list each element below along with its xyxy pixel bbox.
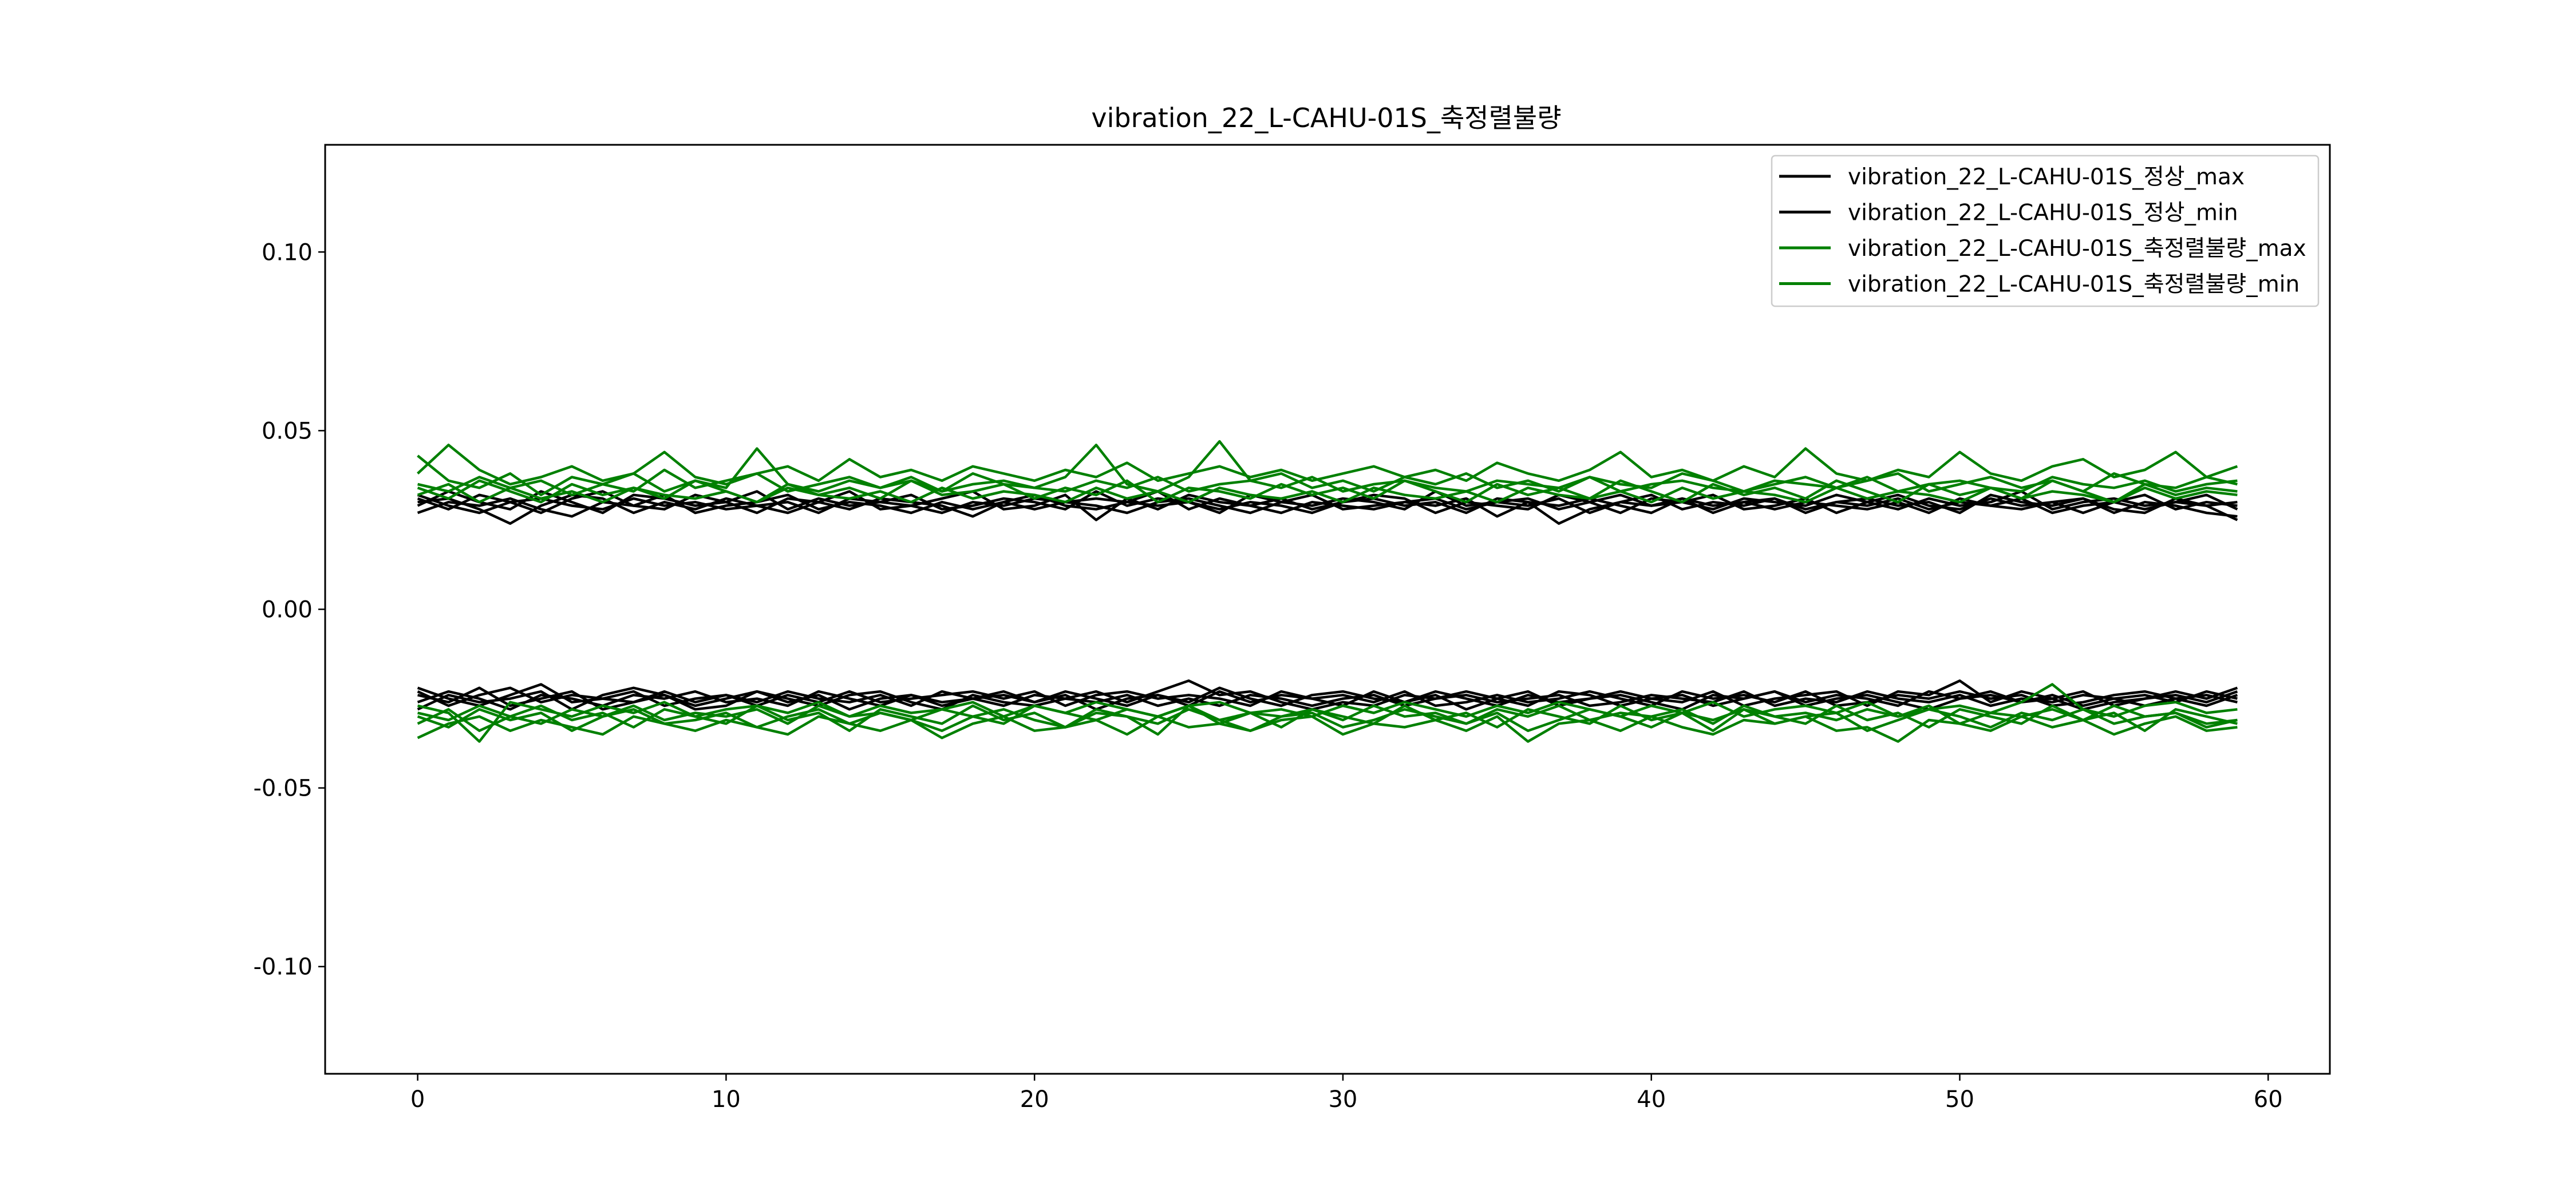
- x-tick-label: 60: [2254, 1086, 2283, 1113]
- x-tick-label: 0: [410, 1086, 425, 1113]
- series-line-14: [417, 479, 2238, 504]
- y-tick-label: -0.05: [254, 776, 313, 802]
- series-layer: [417, 440, 2238, 743]
- legend: vibration_22_L-CAHU-01S_정상_max vibration_…: [1771, 155, 2320, 307]
- x-tick-label: 50: [1945, 1086, 1974, 1113]
- series-line-19: [417, 704, 2238, 725]
- legend-box: [1771, 155, 2320, 307]
- series-line-9: [417, 679, 2238, 711]
- legend-label-1: vibration_22_L-CAHU-01S_정상_min: [1848, 200, 2238, 226]
- legend-label-3: vibration_22_L-CAHU-01S_축정렬불량_min: [1848, 272, 2300, 298]
- y-tick-label: 0.00: [262, 597, 313, 623]
- series-line-13: [417, 483, 2238, 504]
- x-tick-label: 30: [1328, 1086, 1357, 1113]
- series-line-12: [417, 447, 2238, 496]
- x-tick-label: 40: [1637, 1086, 1666, 1113]
- y-tick-label: 0.10: [262, 239, 313, 266]
- y-tick-label: 0.05: [262, 418, 313, 444]
- x-tick-label: 10: [712, 1086, 741, 1113]
- series-line-8: [417, 686, 2238, 707]
- legend-items: vibration_22_L-CAHU-01S_정상_max vibration_…: [1779, 164, 2306, 298]
- series-line-7: [417, 690, 2238, 711]
- y-tick-label: -0.10: [254, 954, 313, 980]
- series-line-4: [417, 493, 2238, 525]
- chart-title: vibration_22_L-CAHU-01S_축정렬불량: [1091, 102, 1561, 133]
- series-line-3: [417, 493, 2238, 518]
- x-tick-label: 20: [1020, 1086, 1049, 1113]
- series-line-11: [417, 444, 2238, 486]
- series-line-18: [417, 704, 2238, 736]
- legend-label-0: vibration_22_L-CAHU-01S_정상_max: [1848, 164, 2245, 190]
- y-axis: 0.10 0.05 0.00 -0.05 -0.10: [254, 239, 325, 980]
- legend-label-2: vibration_22_L-CAHU-01S_축정렬불량_max: [1848, 236, 2306, 262]
- series-line-15: [417, 708, 2238, 732]
- x-axis: 0 10 20 30 40 50 60: [410, 1074, 2283, 1113]
